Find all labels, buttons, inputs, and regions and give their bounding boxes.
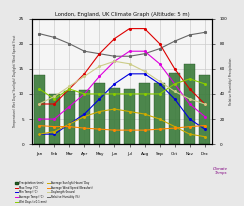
Bar (154, 83, 165, 144)
Bar (79, 90, 90, 144)
Bar (49, 94, 60, 144)
Bar (64, 91, 75, 144)
Bar (139, 83, 150, 144)
Y-axis label: Temperature/ Wet Days/ Sunlight/ Daylight/ Wind Speed/ Frost: Temperature/ Wet Days/ Sunlight/ Dayligh… (13, 35, 17, 128)
Y-axis label: Relative Humidity/ Precipitation: Relative Humidity/ Precipitation (229, 58, 233, 105)
Title: London, England, UK Climate Graph (Altitude: 5 m): London, England, UK Climate Graph (Altit… (55, 12, 189, 17)
Bar (124, 89, 135, 144)
Legend: Precipitation (mm), Max Temp (°C), Min Temp (°C), Average Temp (°C), Wet Days (>: Precipitation (mm), Max Temp (°C), Min T… (13, 180, 94, 205)
Bar (109, 88, 120, 144)
Bar (94, 83, 105, 144)
Bar (169, 73, 180, 144)
Bar (34, 75, 45, 144)
Text: Climate
Temps: Climate Temps (213, 167, 228, 175)
Bar (199, 75, 210, 144)
Bar (184, 64, 195, 144)
